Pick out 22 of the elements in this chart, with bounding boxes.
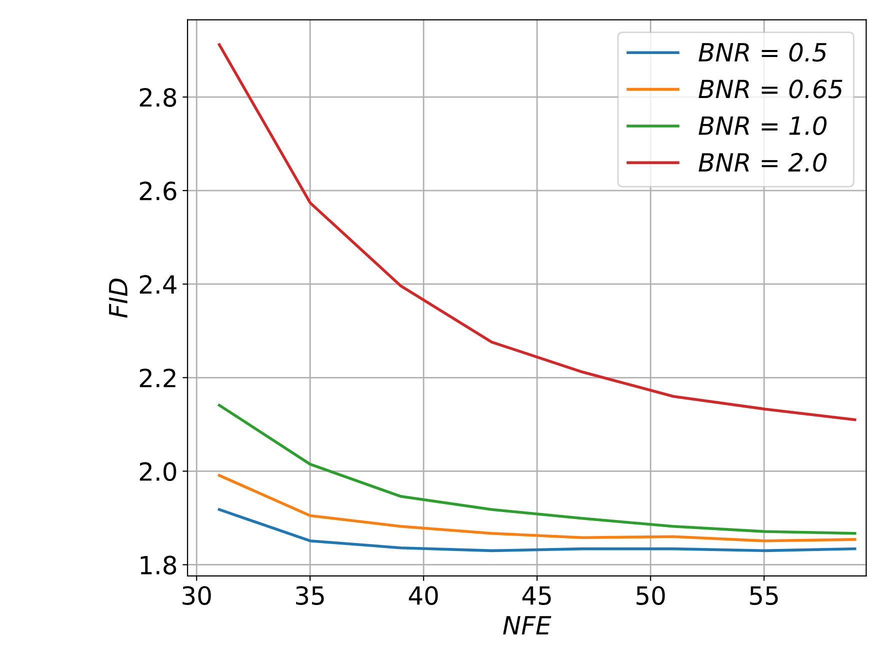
y-tick-label: 2.8 (140, 88, 176, 107)
x-tick-label: 50 (636, 586, 665, 606)
legend-label: BNR = 0.5 (698, 42, 826, 62)
y-tick-label: 1.8 (140, 556, 176, 575)
x-tick-label: 35 (296, 586, 324, 606)
legend-label: BNR = 0.65 (698, 79, 842, 98)
line-series (218, 474, 856, 542)
y-tick-label: 2.0 (140, 462, 176, 482)
y-axis-title: FID (109, 278, 128, 318)
y-tick-label: 2.6 (140, 182, 176, 200)
legend-label: BNR = 1.0 (698, 116, 827, 136)
x-tick-label: 55 (750, 586, 778, 606)
line-series (218, 43, 856, 422)
y-tick-label: 2.2 (140, 368, 176, 388)
x-axis-title: NFE (503, 616, 552, 634)
legend-label: BNR = 2.0 (698, 152, 827, 172)
x-tick-label: 40 (408, 586, 438, 606)
x-tick-label: 30 (182, 586, 211, 606)
x-tick-label: 45 (522, 586, 551, 606)
y-tick-label: 2.4 (140, 275, 176, 294)
line-series (218, 404, 856, 535)
line-series (218, 508, 856, 552)
